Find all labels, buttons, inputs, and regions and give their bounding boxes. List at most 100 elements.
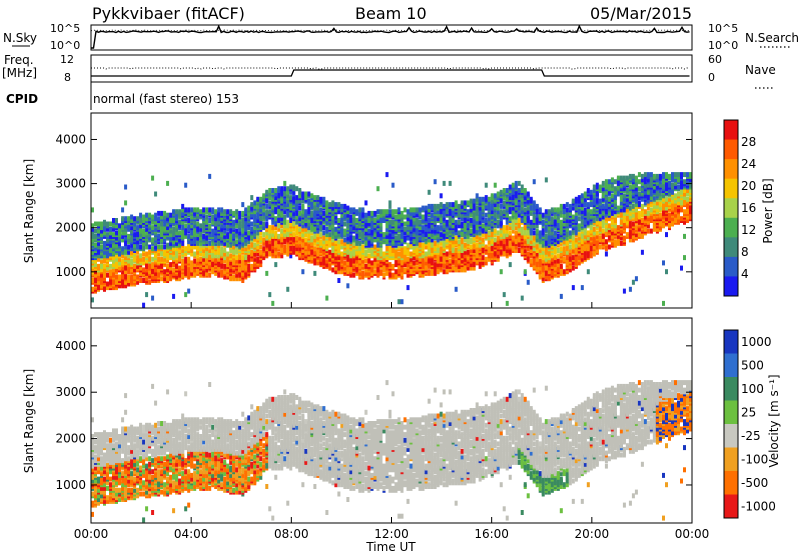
power-cell [283,180,287,186]
power-cell [280,186,284,192]
power-cell [259,249,263,255]
power-cell [325,200,329,206]
power-cell [127,216,131,222]
power-cell [427,207,431,213]
power-cell [220,226,224,232]
power-cell [238,230,242,236]
power-cell [241,246,245,252]
power-cell [517,248,521,253]
power-cell [310,203,314,209]
power-cell [586,230,590,236]
power-cell [511,210,515,216]
power-cell [94,221,97,227]
power-cell [244,221,248,227]
power-cell [196,260,200,266]
power-cell [193,239,197,245]
power-cell [592,184,596,190]
power-cell [574,202,578,208]
power-cell [268,191,272,197]
power-cell [562,239,566,245]
power-cell [226,232,230,238]
power-cell [223,263,227,269]
power-cell [280,210,284,216]
power-cell [550,253,554,259]
power-cell [373,269,377,275]
power-cell [508,207,512,213]
power-cell [547,276,551,282]
power-cell [109,226,112,232]
power-cell [217,272,221,278]
power-cell [391,228,395,234]
power-cell [106,226,109,232]
power-cell [436,225,440,231]
power-cell [400,251,404,257]
power-cell [244,225,248,231]
power-cell [364,263,368,269]
power-cell [334,202,338,208]
power-cell [304,209,308,215]
power-cell [91,207,94,213]
power-cell [208,253,212,259]
power-cell [250,256,254,262]
power-cell [610,193,614,199]
power-cell [235,255,239,261]
power-cell [493,249,497,255]
power-cell [241,228,245,234]
freq-label: Freq. [4,53,34,67]
power-cell [613,179,617,185]
power-cell [502,292,506,298]
power-cell [100,276,103,282]
power-cell [394,225,398,231]
power-cell [511,223,515,229]
power-cell [601,180,605,186]
power-cell [520,295,524,301]
power-cell [100,283,103,289]
power-cell [139,278,143,283]
power-cell [271,203,275,209]
power-cell [454,248,458,253]
power-cell [115,242,118,248]
power-cell [295,195,299,201]
power-cell [109,239,112,245]
cpid-value: normal (fast stereo) 153 [93,92,239,106]
power-cell [310,255,314,261]
power-cell [412,210,416,216]
power-cell [358,207,362,213]
power-cell [238,270,242,276]
power-cell [502,239,506,245]
power-cell [193,267,197,273]
power-cell [190,223,194,229]
power-cell [577,232,581,238]
power-cell [133,256,137,262]
power-cell [379,269,383,275]
power-cell [562,212,566,218]
power-cell [142,246,146,252]
power-cell [388,219,392,225]
power-cell [508,216,512,222]
power-cell [301,191,305,197]
power-cell [97,244,100,250]
power-cell [421,246,425,252]
power-cell [526,191,530,197]
power-cell [358,232,362,238]
power-cell [181,240,185,246]
power-cell [124,216,128,222]
power-cell [550,256,554,262]
power-cell [262,221,266,227]
power-cell [268,251,272,257]
power-cell [223,223,227,229]
power-cell [520,184,524,190]
power-cell [502,191,506,197]
power-cell [403,235,407,241]
power-cell [286,246,290,252]
power-cell [217,240,221,246]
power-cell [172,293,176,299]
power-cell [454,286,458,292]
power-cell [490,244,494,250]
power-cell [499,203,503,209]
power-cell [376,232,380,238]
power-cell [517,242,521,248]
power-cell [433,262,437,268]
power-cell [601,203,605,209]
power-cell [367,228,371,234]
